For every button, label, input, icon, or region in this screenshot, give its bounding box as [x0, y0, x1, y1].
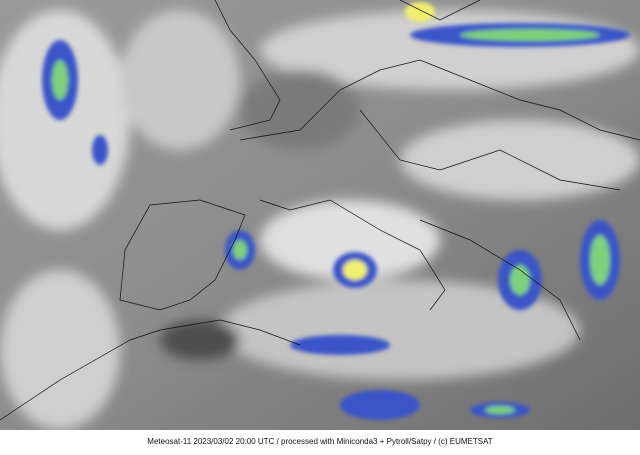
- cold-cloud-tops: [42, 2, 630, 420]
- satellite-image: [0, 0, 640, 430]
- cloud-layer: [0, 10, 640, 430]
- country-borders: [0, 0, 640, 421]
- image-caption: Meteosat-11 2023/03/02 20:00 UTC / proce…: [0, 430, 640, 455]
